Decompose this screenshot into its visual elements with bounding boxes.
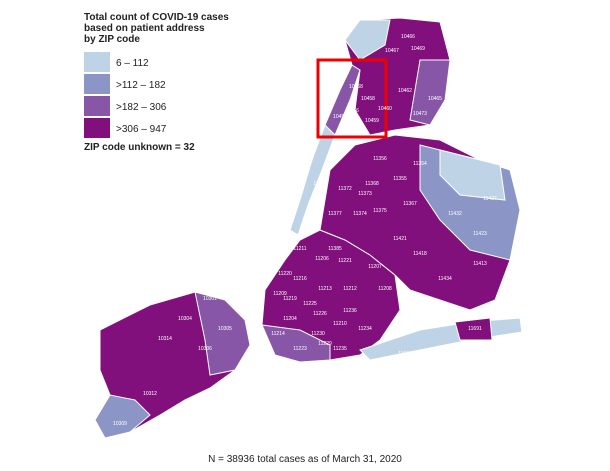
zip-label: 11423 (473, 231, 487, 237)
zip-label: 11214 (271, 331, 285, 337)
zip-label: 11418 (413, 251, 427, 257)
legend-title: by ZIP code (84, 34, 140, 45)
zip-label: 11374 (353, 211, 367, 217)
zip-label: 10309 (113, 421, 127, 427)
legend-swatch (84, 118, 110, 138)
legend-unknown: ZIP code unknown = 32 (84, 142, 195, 153)
zip-label: 11367 (403, 201, 417, 207)
zip-labels: 10466 10467 10469 10463 10468 10458 10462 10460… (113, 34, 497, 427)
bronx-east (409, 59, 451, 126)
highlight-box (316, 58, 388, 139)
zip-label: 11221 (338, 258, 352, 264)
queens-northeast (439, 149, 506, 201)
zip-label: 10305 (218, 326, 232, 332)
zip-label: 11219 (283, 296, 297, 302)
zip-label: 10467 (385, 48, 399, 54)
zip-label: 11356 (373, 156, 387, 162)
legend-label: >306 – 947 (116, 124, 167, 135)
brooklyn-south (261, 324, 331, 363)
legend-swatch (84, 74, 110, 94)
zip-label: 11354 (413, 161, 427, 167)
zip-label: 11208 (378, 286, 392, 292)
zip-label: 11206 (315, 256, 329, 262)
zip-label: 10456 (345, 108, 359, 114)
zip-label: 10304 (178, 316, 192, 322)
zip-label: 11209 (273, 291, 287, 297)
staten-island-east (194, 291, 251, 376)
zip-label: 11236 (343, 308, 357, 314)
zip-label: 10306 (198, 346, 212, 352)
legend-label: 6 – 112 (116, 58, 149, 69)
zip-label: 11368 (365, 181, 379, 187)
zip-label: 10314 (158, 336, 172, 342)
zip-label: 11355 (393, 176, 407, 182)
zip-label: 11220 (278, 271, 292, 277)
zip-label: 11211 (293, 246, 306, 252)
legend-label: >182 – 306 (116, 102, 167, 113)
zip-label: 11213 (318, 286, 332, 292)
zip-label: 11101 (313, 181, 326, 187)
footer: N = 38936 total cases as of March 31, 20… (208, 454, 402, 465)
zip-label: 10452 (333, 114, 347, 120)
zip-label: 10301 (203, 296, 217, 302)
zip-label: 11421 (393, 236, 407, 242)
zip-label: 10462 (398, 88, 412, 94)
zip-label: 11212 (343, 286, 357, 292)
zip-label: 11375 (373, 208, 387, 214)
legend-swatch (84, 96, 110, 116)
zip-label: 11207 (368, 264, 382, 270)
zip-label: 10465 (428, 96, 442, 102)
zip-label: 11427 (483, 196, 497, 202)
zip-label: 11210 (333, 321, 347, 327)
zip-label: 11372 (338, 186, 352, 192)
zip-label: 11234 (358, 326, 372, 332)
zip-label: 11413 (473, 261, 487, 267)
zip-label: 10312 (143, 391, 157, 397)
zip-label: 11225 (303, 301, 317, 307)
legend-swatch (84, 52, 110, 72)
zip-label: 11226 (313, 311, 327, 317)
legend-label: >112 – 182 (116, 80, 166, 91)
zip-label: 10468 (349, 84, 363, 90)
legend-title: Total count of COVID-19 cases (84, 12, 229, 23)
rockaway-east (454, 317, 493, 341)
zip-label: 11691 (468, 326, 482, 332)
bronx-northwest (344, 19, 391, 61)
zip-label: 11434 (438, 276, 452, 282)
zip-label: 11223 (293, 346, 307, 352)
zip-label: 11694 (398, 351, 412, 357)
zip-label: 10459 (365, 118, 379, 124)
zip-label: 11385 (328, 246, 342, 252)
zip-label: 11216 (293, 276, 307, 282)
zip-label: 10460 (378, 106, 392, 112)
staten-island-south (94, 394, 151, 439)
legend-title: based on patient address (84, 23, 205, 34)
zip-label: 11204 (283, 316, 297, 322)
zip-label: 11230 (311, 331, 325, 337)
zip-label: 11377 (328, 211, 342, 217)
zip-label: 10473 (413, 111, 427, 117)
zip-label: 10466 (401, 34, 415, 40)
zip-label: 11235 (333, 346, 347, 352)
zip-label: 11373 (358, 191, 372, 197)
zip-label: 10469 (411, 46, 425, 52)
zip-label: 11229 (318, 341, 332, 347)
zip-label: 10458 (361, 96, 375, 102)
zip-label: 10463 (335, 70, 349, 76)
zip-label: 11432 (448, 211, 462, 217)
